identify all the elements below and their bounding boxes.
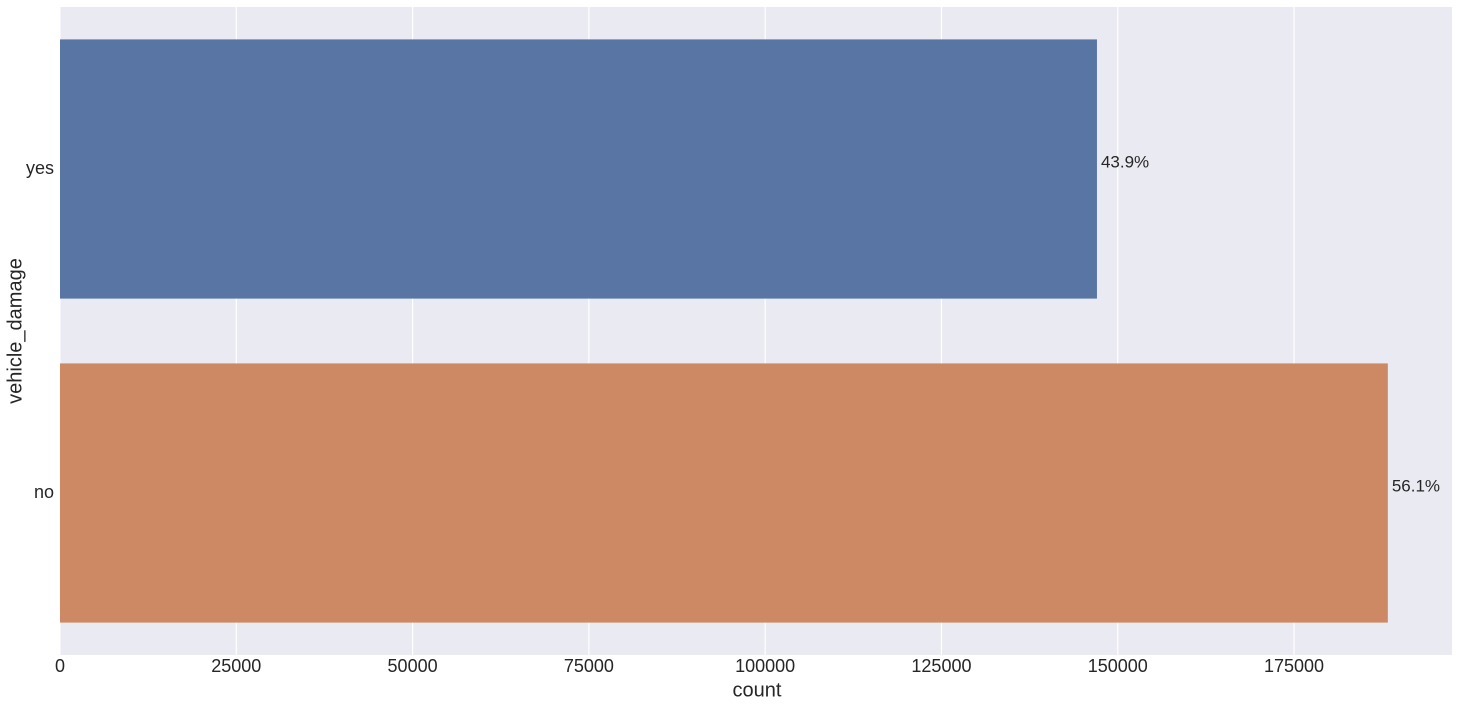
y-axis-label: vehicle_damage [4, 258, 26, 404]
x-tick-label: 150000 [1088, 656, 1148, 676]
y-tick-label: yes [26, 158, 54, 178]
bar [60, 363, 1388, 623]
bar [60, 39, 1097, 299]
bar-annotation: 43.9% [1101, 152, 1149, 171]
x-tick-label: 125000 [911, 656, 971, 676]
y-tick-label: no [34, 482, 54, 502]
x-tick-label: 75000 [564, 656, 614, 676]
x-tick-label: 25000 [211, 656, 261, 676]
x-tick-label: 175000 [1264, 656, 1324, 676]
x-axis-label: count [733, 679, 782, 701]
bar-annotation: 56.1% [1392, 476, 1440, 495]
x-tick-label: 0 [55, 656, 65, 676]
x-tick-label: 50000 [388, 656, 438, 676]
x-tick-label: 100000 [735, 656, 795, 676]
